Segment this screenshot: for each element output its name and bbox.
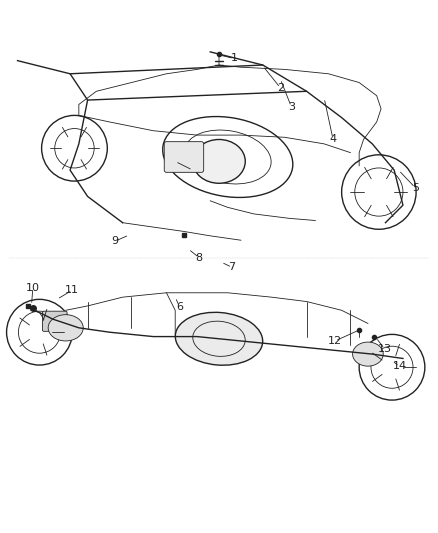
FancyBboxPatch shape — [42, 311, 67, 332]
Text: 5: 5 — [412, 183, 419, 192]
Text: 10: 10 — [26, 282, 40, 293]
FancyArrowPatch shape — [178, 163, 190, 169]
Ellipse shape — [48, 314, 83, 341]
Text: 13: 13 — [378, 344, 392, 354]
Text: 1: 1 — [231, 53, 238, 63]
Text: 3: 3 — [288, 102, 295, 111]
Text: 7: 7 — [229, 262, 236, 272]
FancyBboxPatch shape — [164, 142, 204, 172]
Text: 4: 4 — [329, 134, 336, 143]
Text: 6: 6 — [176, 302, 183, 312]
Text: 14: 14 — [392, 361, 406, 372]
Ellipse shape — [353, 342, 383, 366]
Text: 11: 11 — [65, 285, 79, 295]
Text: 8: 8 — [196, 253, 203, 263]
Text: 2: 2 — [277, 83, 284, 93]
Ellipse shape — [175, 312, 263, 365]
Text: 12: 12 — [328, 336, 342, 346]
Text: 9: 9 — [112, 236, 119, 246]
Ellipse shape — [193, 140, 245, 183]
